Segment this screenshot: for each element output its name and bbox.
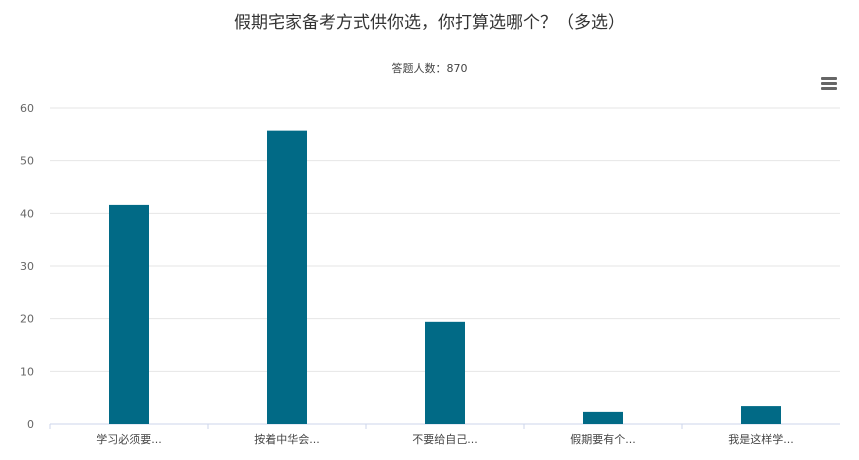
bar[interactable] <box>583 411 623 424</box>
bars <box>109 130 781 424</box>
y-axis-tick-labels: 0 10 20 30 40 50 60 <box>20 102 34 431</box>
y-tick-label: 30 <box>20 260 34 273</box>
bar[interactable] <box>267 130 307 424</box>
bar[interactable] <box>741 406 781 424</box>
y-tick-label: 0 <box>27 418 34 431</box>
x-tick-label: 我是这样学... <box>728 432 794 446</box>
x-tick-label: 学习必须要... <box>96 432 162 446</box>
gridlines <box>49 107 840 429</box>
bar[interactable] <box>109 204 149 424</box>
y-tick-label: 60 <box>20 102 34 115</box>
chart-subtitle: 答题人数：870 <box>391 62 468 75</box>
bar[interactable] <box>425 321 465 424</box>
chart-title: 假期宅家备考方式供你选，你打算选哪个？（多选） <box>234 13 625 33</box>
y-tick-label: 40 <box>20 207 34 220</box>
x-tick-label: 不要给自己... <box>412 433 478 446</box>
y-tick-label: 20 <box>20 313 34 326</box>
y-tick-label: 50 <box>20 155 34 168</box>
y-tick-label: 10 <box>20 365 34 378</box>
x-tick-label: 按着中华会... <box>254 432 320 446</box>
hamburger-menu-icon[interactable] <box>820 76 838 92</box>
x-axis-tick-labels: 学习必须要... 按着中华会... 不要给自己... 假期要有个... 我是这样学... <box>96 432 794 446</box>
x-tick-label: 假期要有个... <box>570 432 636 446</box>
